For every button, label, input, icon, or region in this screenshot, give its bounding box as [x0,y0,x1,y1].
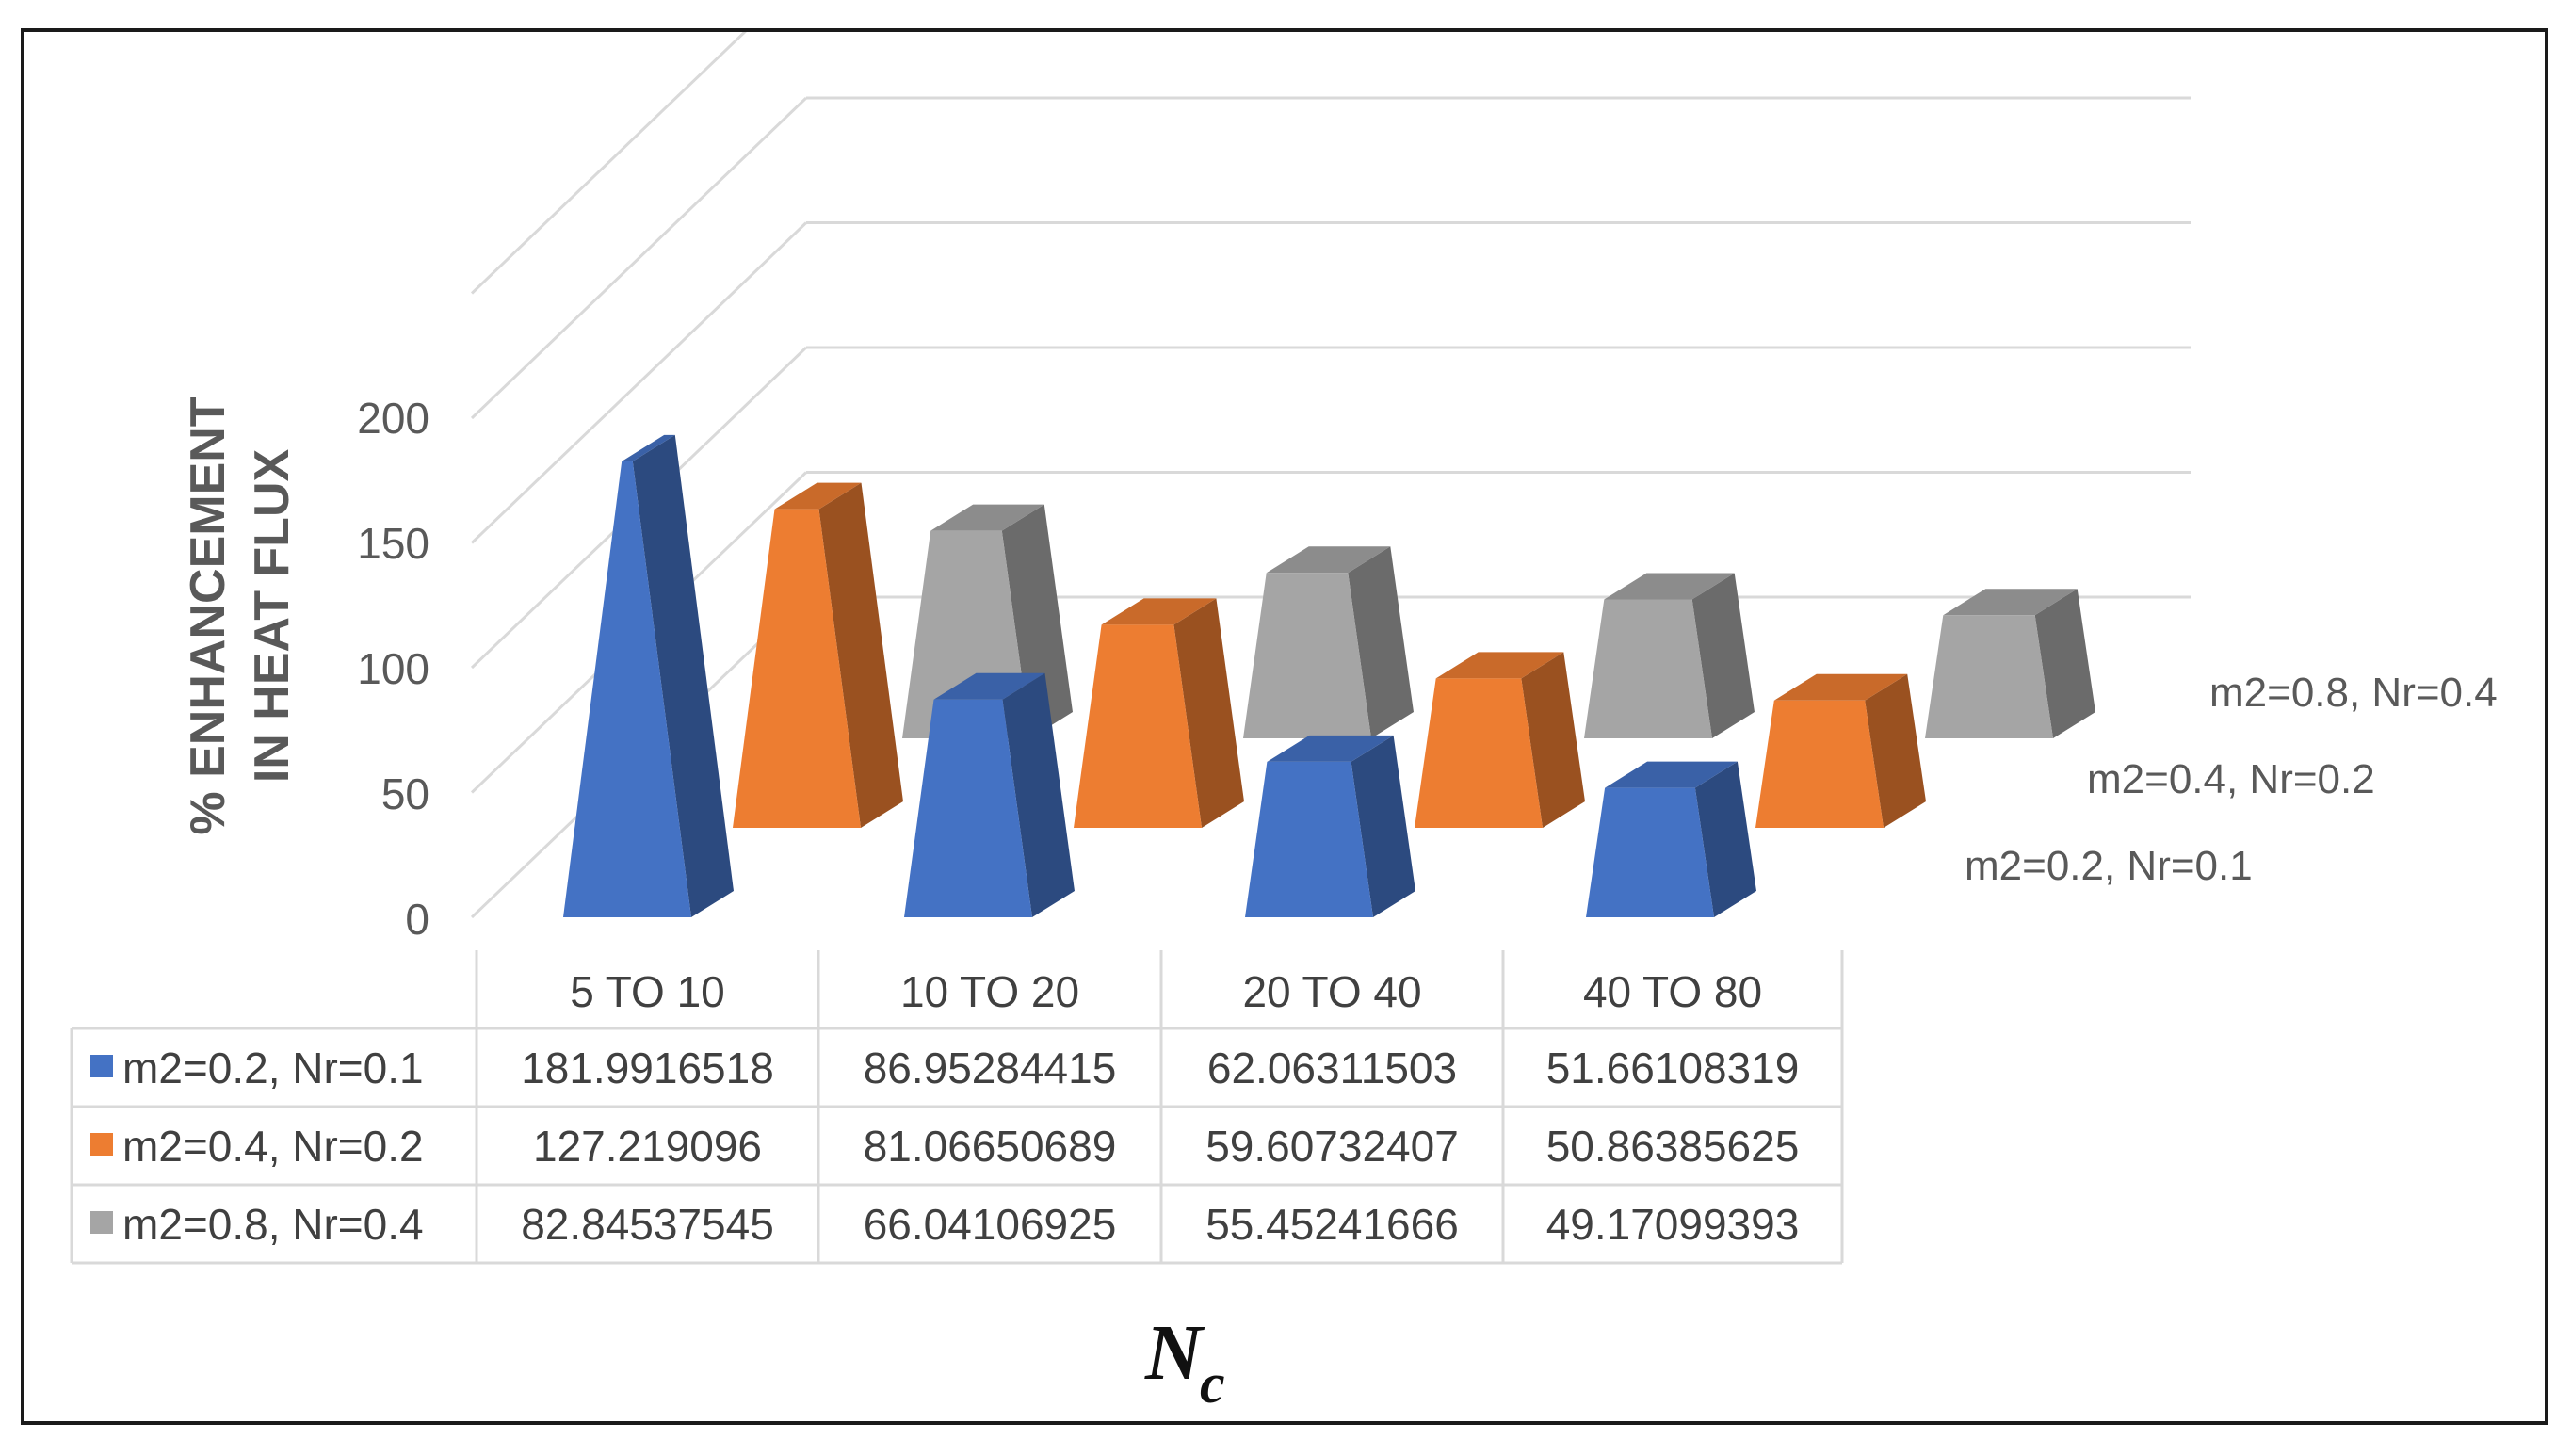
gridline-side [470,32,747,295]
bar-side-s0-c1 [1002,672,1075,917]
bar-side-s2-c1 [1348,546,1414,738]
depth-axis-label-2: m2=0.8, Nr=0.4 [2209,670,2498,716]
table-value-s2-c3: 49.17099393 [1546,1200,1800,1249]
legend-swatch-2 [90,1211,113,1234]
x-axis-title-subscript: c [1200,1352,1225,1415]
bar-top-s1-c3 [1773,673,1908,701]
table-value-s0-c0: 181.9916518 [521,1043,774,1092]
table-value-s1-c0: 127.219096 [533,1122,762,1171]
bar-s1-c0[interactable] [733,509,861,828]
table-category-2: 20 TO 40 [1242,967,1421,1016]
y-tick-label: 0 [405,895,429,944]
bar-top-s0-c1 [933,672,1045,700]
bar-s2-c3[interactable] [1925,615,2053,738]
bar-s1-c3[interactable] [1755,700,1884,828]
bar-top-s1-c0 [774,482,862,510]
y-axis-title-line1: % ENHANCEMENT [181,396,235,834]
table-value-s2-c2: 55.45241666 [1205,1200,1459,1249]
bar-top-s1-c1 [1101,598,1217,625]
y-tick-label: 200 [357,394,429,443]
bar-side-s0-c0 [632,434,734,917]
bar-s2-c1[interactable] [1243,573,1371,738]
bar-side-s2-c0 [1001,504,1073,738]
table-series-name-2: m2=0.8, Nr=0.4 [122,1200,424,1249]
bar-side-s1-c2 [1521,652,1585,828]
table-value-s0-c1: 86.95284415 [864,1043,1117,1092]
bar-top-s2-c2 [1604,573,1735,600]
bar-top-s2-c1 [1266,546,1391,574]
bar-s2-c2[interactable] [1584,599,1712,739]
table-value-s0-c2: 62.06311503 [1207,1043,1457,1092]
table-value-s1-c3: 50.86385625 [1546,1122,1800,1171]
bar-s0-c1[interactable] [904,699,1032,917]
table-value-s2-c1: 66.04106925 [864,1200,1117,1249]
chart-frame: 0 50 100 150 200 % ENHANCEMENT IN HEAT FLUX m2=… [21,28,2548,1425]
chart-svg: 0 50 100 150 200 % ENHANCEMENT IN HEAT FLUX m2=… [70,32,2498,1415]
bar-top-s0-c0 [622,434,675,461]
x-axis-title: N [1144,1309,1205,1397]
gridline-side [470,221,808,544]
bar-top-s2-c3 [1943,589,2078,616]
table-category-0: 5 TO 10 [570,967,725,1016]
legend-swatch-1 [90,1133,113,1156]
y-tick-label: 100 [357,644,429,693]
bar-s0-c3[interactable] [1586,787,1714,917]
bar-top-s0-c3 [1605,761,1738,788]
table-value-s1-c1: 81.06650689 [864,1122,1117,1171]
y-axis-title-line2: IN HEAT FLUX [245,449,299,784]
bar-s0-c0[interactable] [563,461,691,917]
table-category-3: 40 TO 80 [1583,967,1762,1016]
bar-s1-c2[interactable] [1415,678,1543,828]
y-tick-label: 50 [381,769,429,818]
depth-axis-label-0: m2=0.2, Nr=0.1 [1965,843,2253,889]
gridline-side [470,96,808,420]
bar-side-s0-c2 [1351,735,1415,917]
depth-axis-label-1: m2=0.4, Nr=0.2 [2087,756,2375,802]
bar-side-s2-c3 [2034,589,2095,738]
table-value-s2-c0: 82.84537545 [521,1200,774,1249]
table-category-1: 10 TO 20 [900,967,1079,1016]
bar-top-s0-c2 [1267,735,1394,762]
table-series-name-0: m2=0.2, Nr=0.1 [122,1043,424,1092]
bar-top-s2-c0 [930,504,1044,531]
bar-side-s1-c3 [1865,673,1926,828]
bar-top-s1-c2 [1435,652,1564,679]
bar-s0-c2[interactable] [1245,761,1373,917]
y-tick-label: 150 [357,519,429,568]
table-series-name-1: m2=0.4, Nr=0.2 [122,1122,424,1171]
bar-side-s1-c0 [818,482,903,828]
table-value-s0-c3: 51.66108319 [1546,1043,1800,1092]
bar-side-s0-c3 [1694,761,1756,917]
bar-s1-c1[interactable] [1074,624,1202,828]
bar-side-s2-c2 [1691,573,1755,738]
bar-side-s1-c1 [1173,598,1244,828]
legend-swatch-0 [90,1055,113,1077]
table-value-s1-c2: 59.60732407 [1205,1122,1459,1171]
